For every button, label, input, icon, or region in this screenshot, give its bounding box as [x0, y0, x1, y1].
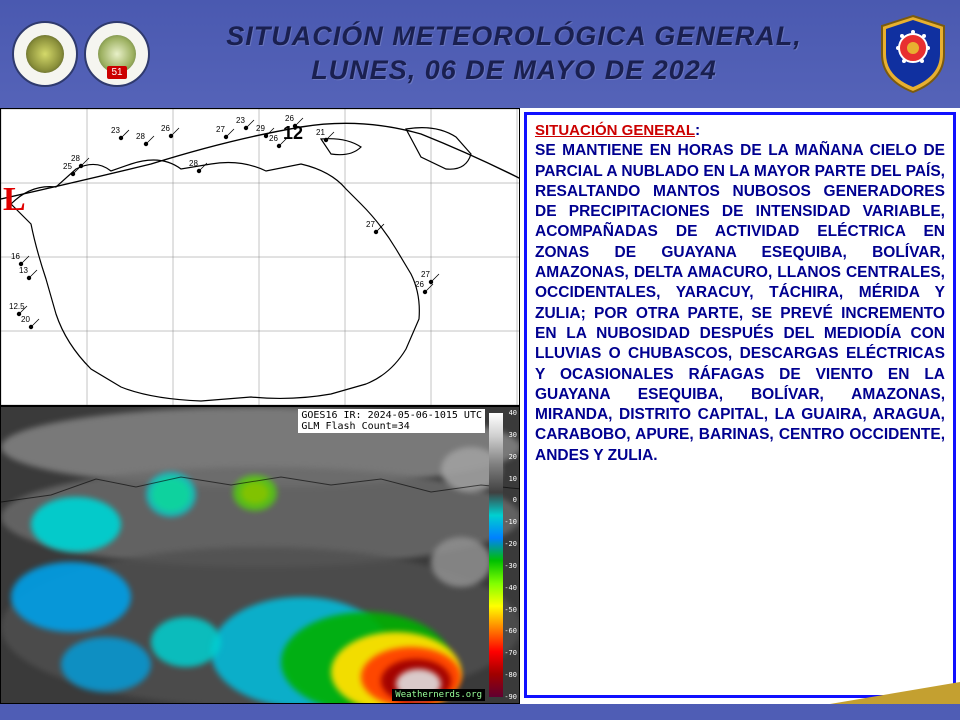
header: SITUACIÓN METEOROLÓGICA GENERAL, LUNES, … [0, 0, 960, 108]
synoptic-map: 12 282523282628272329262621161312.520272… [0, 108, 520, 406]
svg-text:28: 28 [189, 159, 198, 168]
title-line-1: SITUACIÓN METEOROLÓGICA GENERAL, [156, 20, 872, 54]
svg-text:16: 16 [11, 252, 20, 261]
badge-redi [12, 21, 78, 87]
svg-text:13: 13 [19, 266, 28, 275]
svg-text:27: 27 [366, 220, 375, 229]
satellite-image: GOES16 IR: 2024-05-06-1015 UTC GLM Flash… [0, 406, 520, 704]
svg-text:23: 23 [111, 126, 120, 135]
left-column: 12 282523282628272329262621161312.520272… [0, 108, 520, 704]
svg-text:21: 21 [316, 128, 325, 137]
svg-text:26: 26 [415, 280, 424, 289]
shield-emblem [878, 14, 948, 94]
low-pressure-mark: L [3, 181, 26, 219]
situation-text: SITUACIÓN GENERAL: SE MANTIENE EN HORAS … [535, 121, 945, 466]
satellite-credit: Weathernerds.org [392, 689, 485, 701]
svg-text:27: 27 [216, 125, 225, 134]
svg-text:23: 23 [236, 116, 245, 125]
svg-text:20: 20 [21, 315, 30, 324]
svg-text:12.5: 12.5 [9, 302, 25, 311]
svg-text:26: 26 [285, 114, 294, 123]
svg-text:29: 29 [256, 124, 265, 133]
page-title: SITUACIÓN METEOROLÓGICA GENERAL, LUNES, … [156, 20, 872, 88]
situation-panel: SITUACIÓN GENERAL: SE MANTIENE EN HORAS … [524, 112, 956, 698]
badge-zodi-51 [84, 21, 150, 87]
title-line-2: LUNES, 06 DE MAYO DE 2024 [156, 54, 872, 88]
svg-text:25: 25 [63, 162, 72, 171]
svg-text:26: 26 [161, 124, 170, 133]
svg-text:26: 26 [269, 134, 278, 143]
corner-accent [830, 682, 960, 704]
svg-text:28: 28 [71, 154, 80, 163]
svg-text:27: 27 [421, 270, 430, 279]
situation-heading: SITUACIÓN GENERAL [535, 122, 695, 139]
situation-body: SE MANTIENE EN HORAS DE LA MAÑANA CIELO … [535, 142, 945, 463]
ir-colorbar: 403020100-10-20-30-40-50-60-70-80-90 [489, 413, 517, 697]
svg-text:28: 28 [136, 132, 145, 141]
satellite-timestamp: GOES16 IR: 2024-05-06-1015 UTC GLM Flash… [298, 409, 485, 433]
content-area: 12 282523282628272329262621161312.520272… [0, 108, 960, 704]
